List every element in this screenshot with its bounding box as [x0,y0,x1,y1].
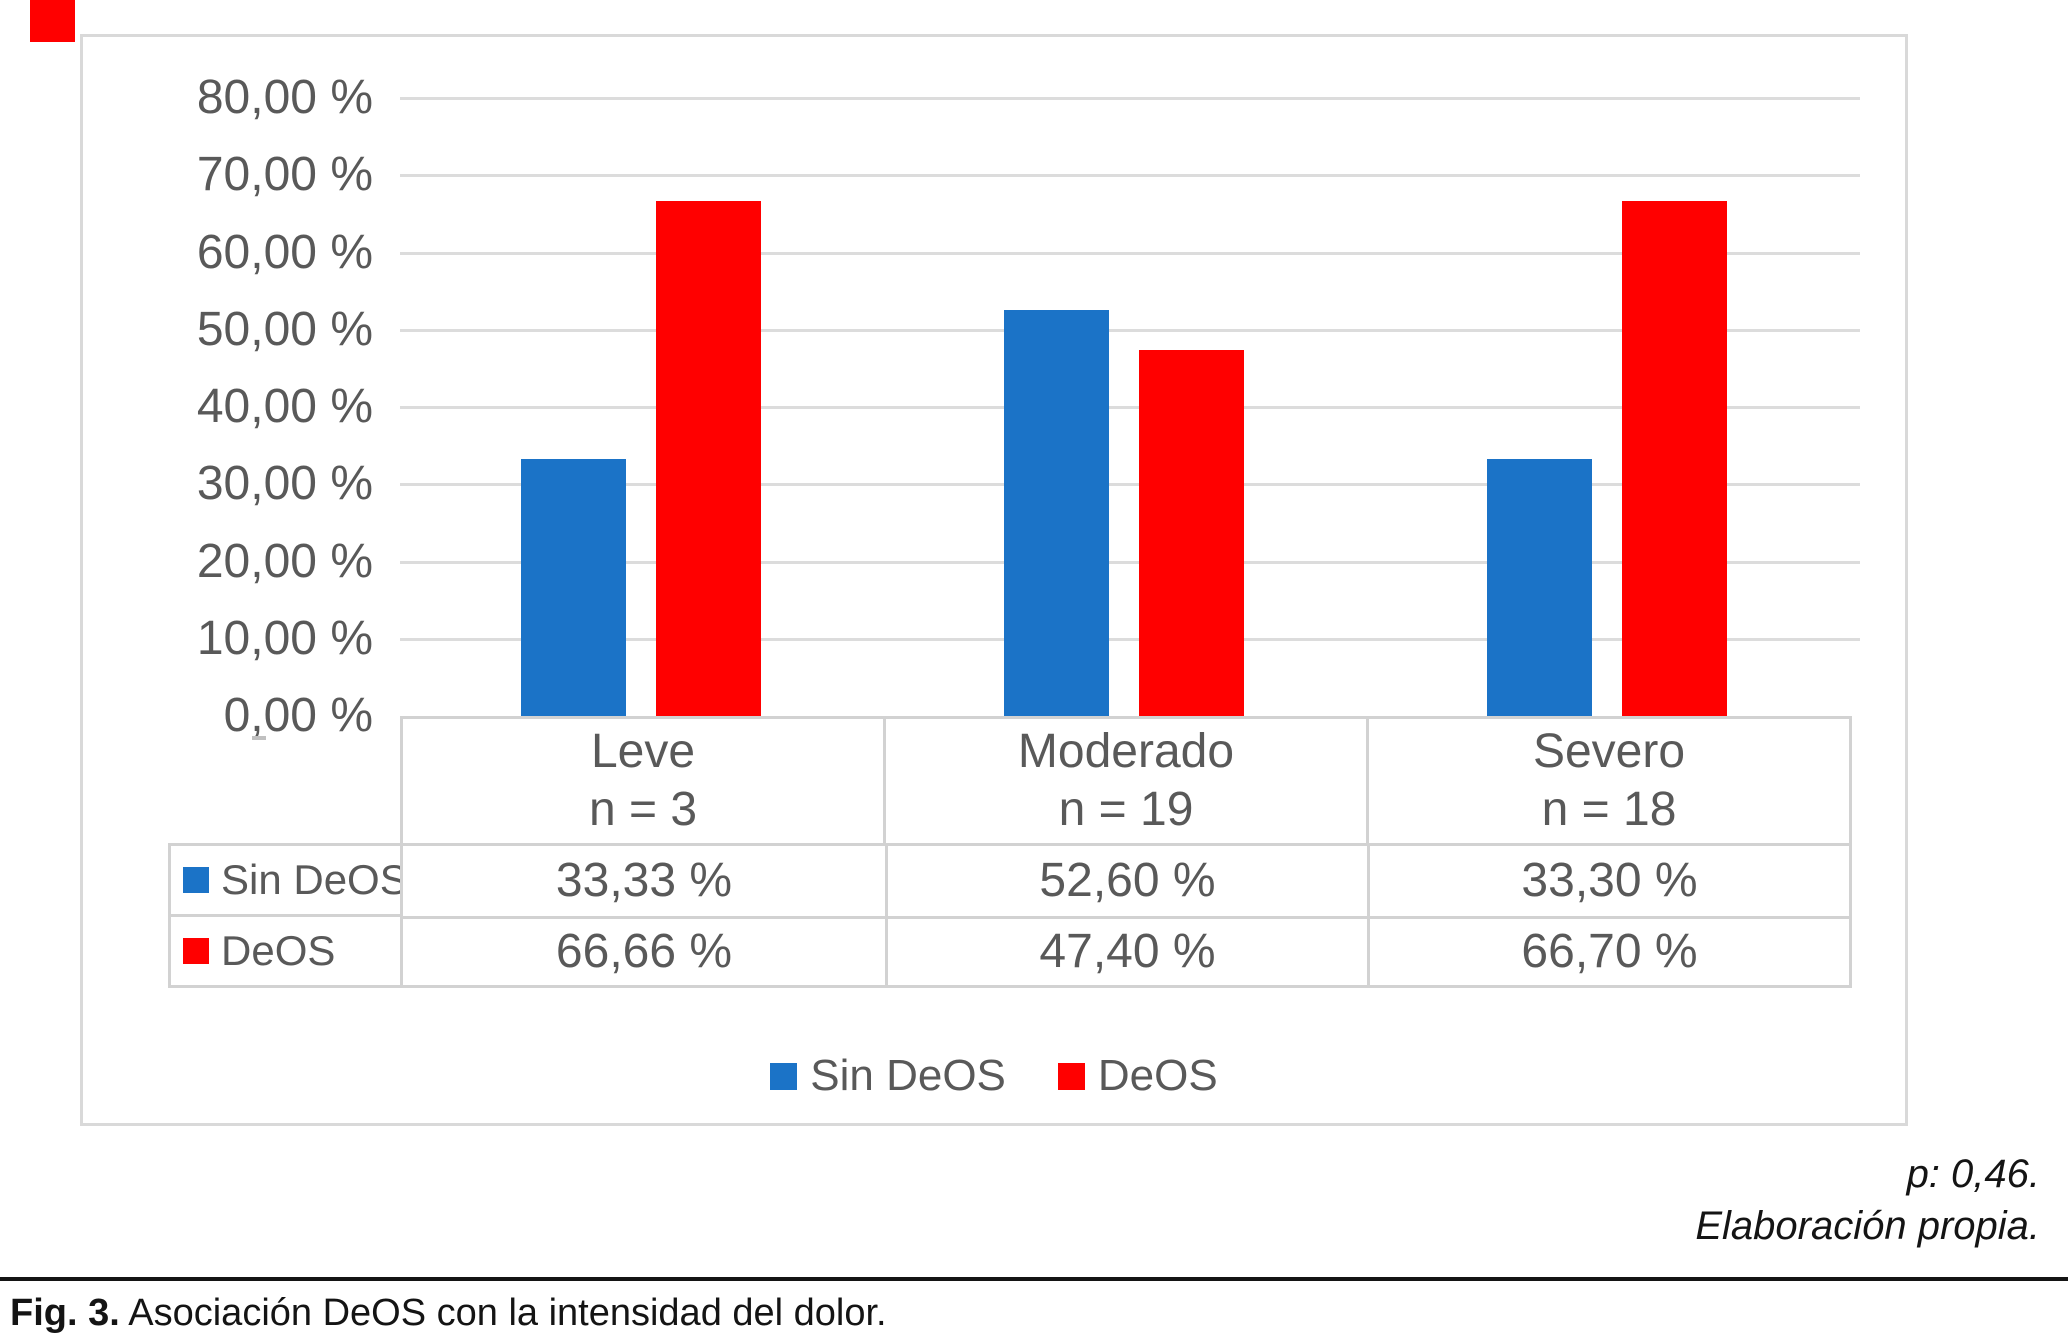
table-header-moderado: Moderado n = 19 [883,719,1366,843]
table-header-severo: Severo n = 18 [1366,719,1849,843]
table-series-label-column: Sin DeOS DeOS [168,843,408,988]
bar-deos-leve [656,201,761,716]
category-n-label: n = 3 [588,783,698,836]
gridline [400,560,1860,564]
gridline [400,174,1860,178]
category-label: Moderado [1017,725,1235,778]
table-cell: 66,70 % [1367,915,1849,985]
legend-item-sin-deos: Sin DeOS [770,1051,1006,1101]
table-row-label-deos: DeOS [171,914,400,985]
y-axis-tick-label: 0,00 % [223,689,373,742]
sin-deos-swatch-icon [183,867,209,893]
bar-sin-deos-leve [521,458,626,716]
figure-caption-label: Fig. 3. [10,1292,120,1334]
chart-annotations: p: 0,46. Elaboración propia. [1140,1148,2040,1252]
legend-item-deos: DeOS [1057,1051,1218,1101]
series-name: Sin DeOS [221,856,408,903]
gridline [400,251,1860,255]
y-axis-tick-label: 20,00 % [196,534,373,588]
deos-swatch-icon [1057,1062,1085,1090]
category-n-label: n = 18 [1541,783,1677,836]
figure-caption: Fig. 3. Asociación DeOS con la intensida… [10,1292,1610,1335]
red-corner-marker [30,0,75,42]
y-axis-tick-label: 50,00 % [196,302,373,356]
p-value-note: p: 0,46. [1906,1152,2040,1196]
y-axis-tick-label: 70,00 % [196,148,373,202]
gridline [400,406,1860,409]
table-header-row: Leve n = 3 Moderado n = 19 Severo n = 18 [400,716,1852,843]
chart-legend: Sin DeOS DeOS [80,1046,1908,1106]
gridline [400,637,1860,641]
table-cell: 66,66 % [403,915,885,986]
gridline [400,483,1860,487]
table-cell: 47,40 % [885,915,1367,985]
bar-sin-deos-severo [1487,458,1592,716]
legend-label: DeOS [1097,1051,1218,1100]
table-row-label-sin-deos: Sin DeOS [171,846,408,914]
bar-deos-moderado [1139,349,1244,716]
table-header-leve: Leve n = 3 [403,719,883,843]
category-label: Severo [1532,725,1686,778]
bar-sin-deos-moderado [1004,309,1109,716]
y-axis-sub-tick [252,736,266,740]
caption-divider [0,1277,2068,1281]
y-axis-tick-label: 60,00 % [196,225,373,279]
category-label: Leve [590,725,696,778]
category-n-label: n = 19 [1058,783,1194,836]
sin-deos-swatch-icon [770,1062,798,1090]
table-cell: 33,30 % [1367,846,1849,916]
figure-caption-text: Asociación DeOS con la intensidad del do… [119,1292,887,1334]
legend-label: Sin DeOS [810,1051,1006,1100]
bar-deos-severo [1622,200,1727,716]
y-axis-tick-label: 40,00 % [196,380,373,433]
gridline [400,328,1860,332]
series-name: DeOS [221,927,336,974]
table-cell: 33,33 % [555,854,733,908]
source-note: Elaboración propia. [1695,1204,2040,1248]
deos-swatch-icon [183,938,209,964]
table-values: 33,33 % 52,60 % 33,30 % 66,66 % 47,40 % … [400,843,1852,988]
y-axis-tick-label: 10,00 % [196,611,373,665]
table-cell: 52,60 % [885,846,1367,916]
y-axis-tick-label: 30,00 % [196,457,373,511]
gridline [400,97,1860,100]
y-axis-tick-label: 80,00 % [196,71,373,124]
